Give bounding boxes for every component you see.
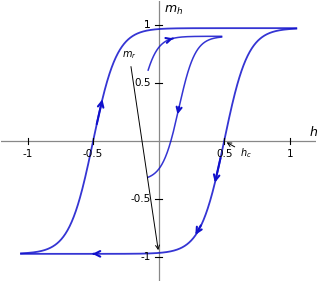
Text: $m_r$: $m_r$ bbox=[122, 49, 159, 249]
Text: -0.5: -0.5 bbox=[131, 194, 151, 204]
Text: 1: 1 bbox=[144, 20, 151, 30]
Text: h: h bbox=[309, 126, 317, 139]
Text: 1: 1 bbox=[286, 149, 293, 159]
Text: -0.5: -0.5 bbox=[83, 149, 103, 159]
Text: 1: 1 bbox=[144, 20, 151, 30]
Text: -1: -1 bbox=[140, 252, 151, 262]
Text: 0.5: 0.5 bbox=[134, 78, 151, 88]
Text: 0.5: 0.5 bbox=[216, 149, 232, 159]
Text: $h_c$: $h_c$ bbox=[228, 143, 252, 160]
Text: $m_h$: $m_h$ bbox=[164, 4, 183, 17]
Text: -1: -1 bbox=[22, 149, 33, 159]
